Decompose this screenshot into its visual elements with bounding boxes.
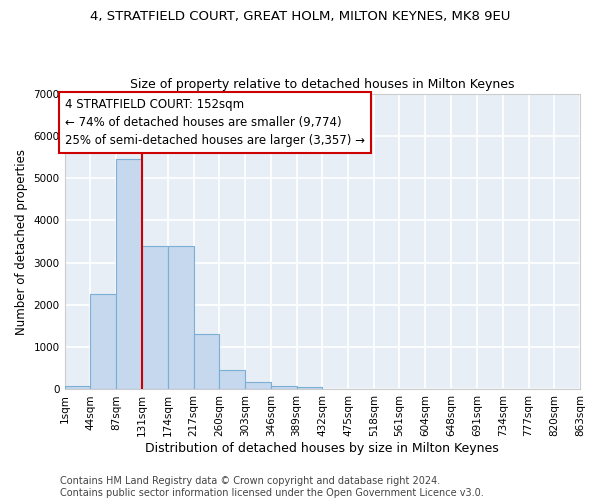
- Bar: [65, 386, 90, 390]
- Bar: [142, 246, 168, 390]
- Bar: [116, 159, 142, 390]
- Text: Contains HM Land Registry data © Crown copyright and database right 2024.
Contai: Contains HM Land Registry data © Crown c…: [60, 476, 484, 498]
- Bar: [194, 334, 220, 390]
- Bar: [220, 370, 245, 390]
- X-axis label: Distribution of detached houses by size in Milton Keynes: Distribution of detached houses by size …: [145, 442, 499, 455]
- Bar: [245, 382, 271, 390]
- Bar: [296, 387, 322, 390]
- Bar: [271, 386, 296, 390]
- Text: 4, STRATFIELD COURT, GREAT HOLM, MILTON KEYNES, MK8 9EU: 4, STRATFIELD COURT, GREAT HOLM, MILTON …: [90, 10, 510, 23]
- Y-axis label: Number of detached properties: Number of detached properties: [15, 148, 28, 334]
- Bar: [90, 294, 116, 390]
- Bar: [168, 246, 194, 390]
- Title: Size of property relative to detached houses in Milton Keynes: Size of property relative to detached ho…: [130, 78, 515, 91]
- Text: 4 STRATFIELD COURT: 152sqm
← 74% of detached houses are smaller (9,774)
25% of s: 4 STRATFIELD COURT: 152sqm ← 74% of deta…: [65, 98, 365, 147]
